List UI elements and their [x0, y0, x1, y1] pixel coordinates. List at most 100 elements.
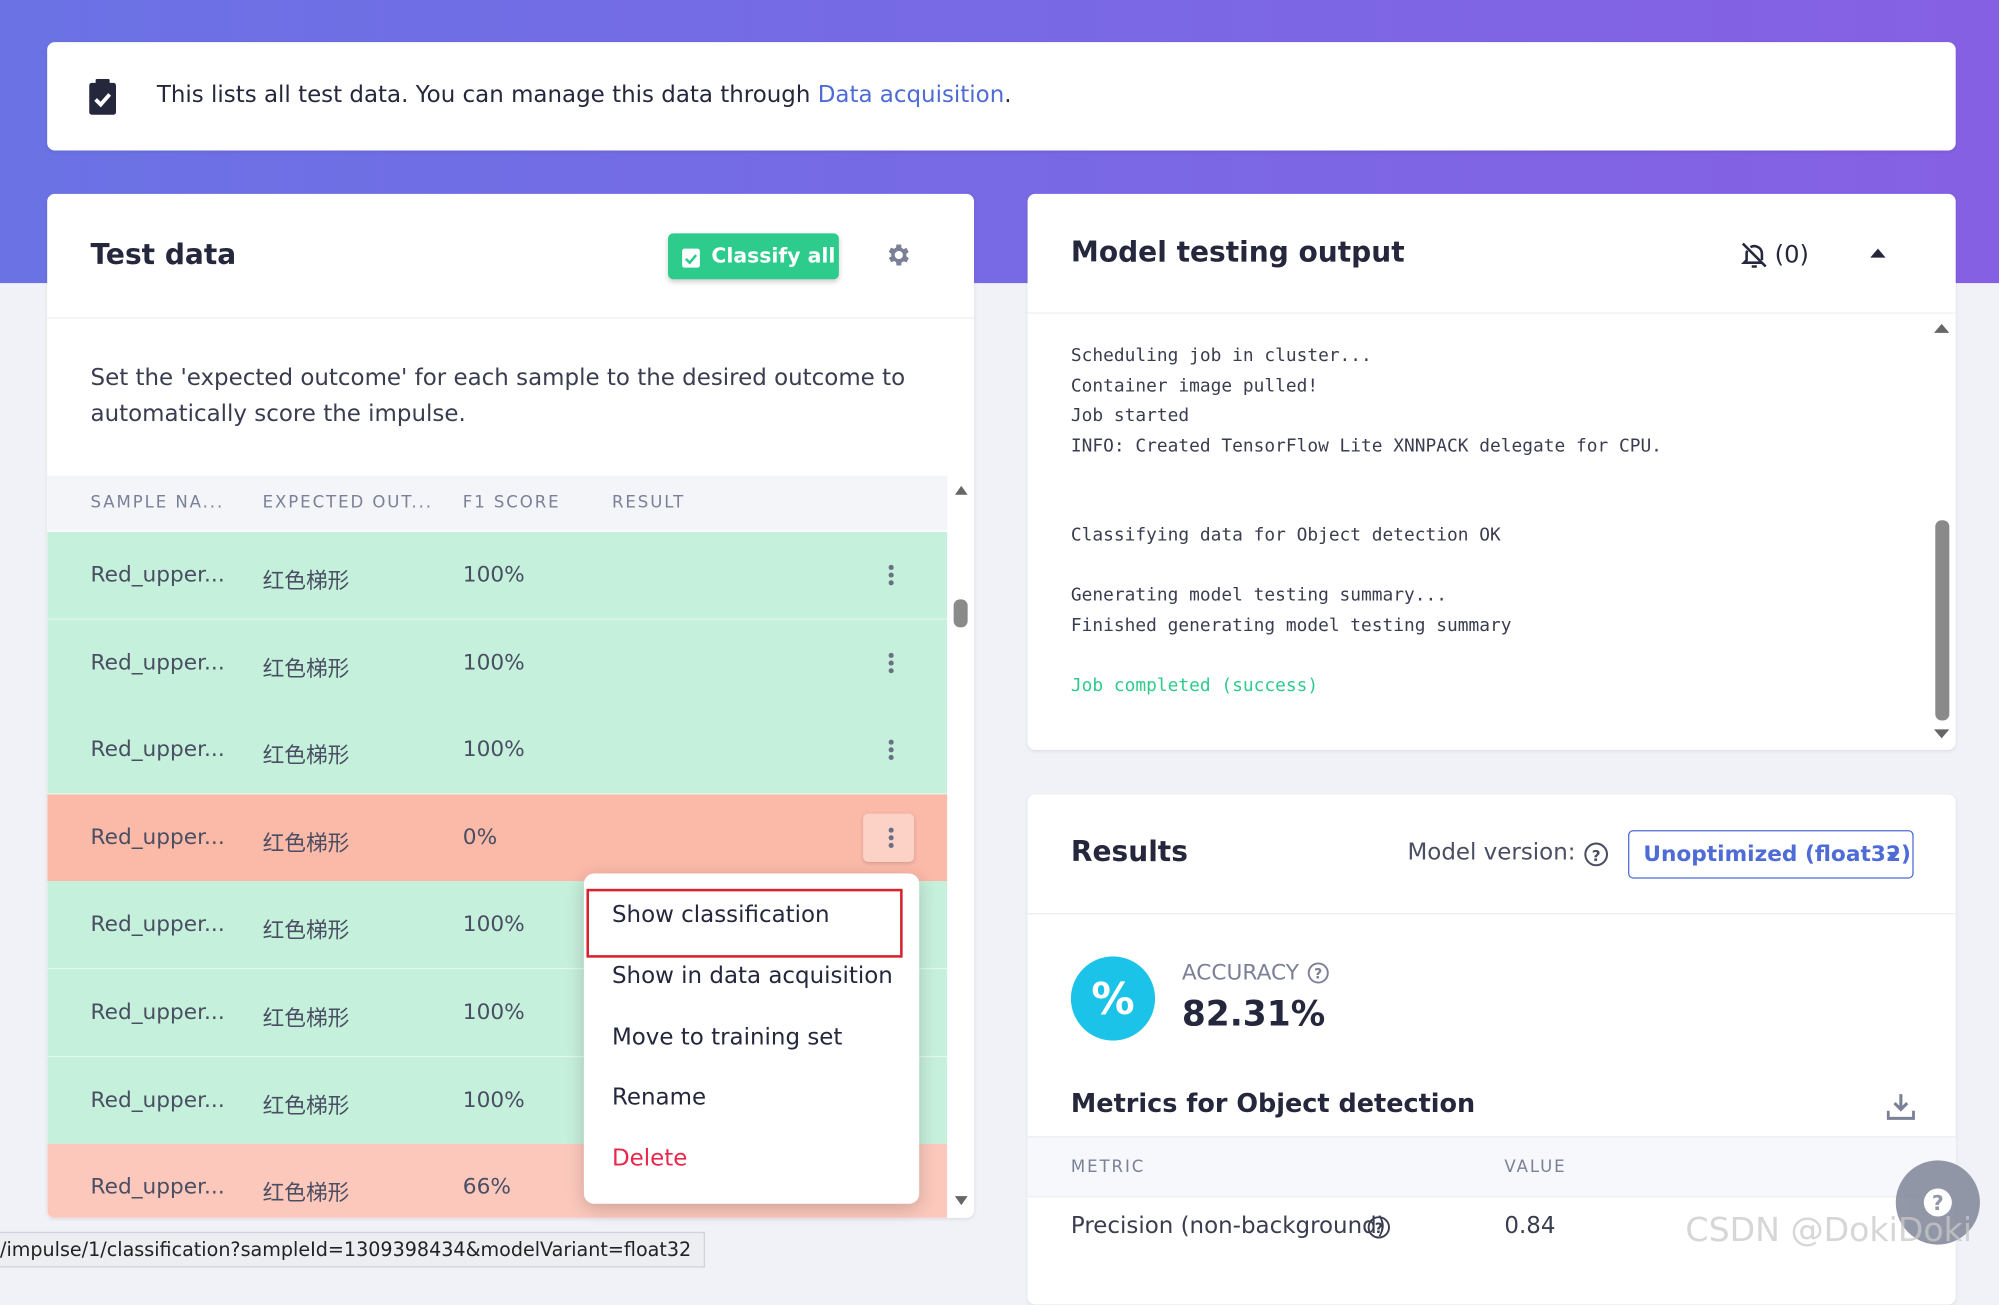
cell: Red_upper... — [90, 562, 225, 588]
cell: 红色梯形 — [262, 831, 350, 857]
menu-item[interactable]: Delete — [611, 1145, 688, 1173]
cell: 红色梯形 — [262, 1181, 350, 1207]
svg-text:?: ? — [1932, 1191, 1944, 1215]
card-title: Results — [1070, 836, 1188, 869]
cell: 红色梯形 — [262, 656, 350, 682]
cell: Red_upper... — [90, 912, 225, 938]
bell-off-icon[interactable] — [1739, 240, 1770, 271]
cell: 100% — [462, 737, 525, 763]
menu-item[interactable]: Move to training set — [611, 1023, 843, 1051]
row-menu-button[interactable] — [863, 726, 914, 774]
help-icon[interactable]: ? — [1583, 842, 1609, 868]
row-menu-button[interactable] — [863, 813, 915, 862]
log-line: Container image pulled! — [1070, 375, 1319, 396]
help-icon[interactable]: ? — [1367, 1215, 1391, 1239]
table-row[interactable]: Red_upper... 红色梯形 100% — [47, 706, 948, 795]
help-icon: ? — [1923, 1188, 1952, 1217]
metrics-title: Metrics for Object detection — [1070, 1087, 1476, 1119]
download-icon[interactable] — [1886, 1093, 1915, 1121]
accuracy-icon: % — [1070, 956, 1156, 1041]
banner-text-end: . — [1004, 81, 1012, 109]
card-title: Test data — [90, 239, 237, 272]
watermark: CSDN @DokiDoki — [1685, 1211, 1973, 1250]
log-line: Scheduling job in cluster... — [1070, 345, 1372, 366]
column-header: VALUE — [1504, 1157, 1567, 1178]
log-line: Generating model testing summary... — [1070, 585, 1448, 606]
cell: Red_upper... — [90, 824, 225, 851]
accuracy-label: ACCURACY — [1181, 960, 1300, 986]
cell: Red_upper... — [90, 737, 225, 763]
dots-icon — [888, 827, 894, 848]
scrollbar[interactable] — [951, 479, 971, 1217]
log-line: Finished generating model testing summar… — [1070, 615, 1512, 636]
log-line: Job completed (success) — [1070, 675, 1319, 696]
model-version-select[interactable]: Unoptimized (float32) — [1628, 830, 1914, 879]
cell: 红色梯形 — [262, 918, 350, 945]
table-row[interactable]: Red_upper... 红色梯形 100% — [47, 531, 948, 620]
cell: 红色梯形 — [262, 1093, 350, 1120]
help-button[interactable]: ? — [1895, 1160, 1980, 1245]
svg-text:?: ? — [1314, 967, 1322, 983]
cell: Red_upper... — [90, 1087, 225, 1113]
table-header: SAMPLE NA... EXPECTED OUT... F1 SCORE RESUL… — [47, 475, 948, 531]
divider — [1027, 913, 1956, 915]
metric-name: Precision (non-background) — [1070, 1212, 1386, 1240]
log-line: Job started — [1070, 405, 1190, 426]
menu-item[interactable]: Show classification — [611, 901, 830, 929]
cell: Red_upper... — [90, 649, 225, 676]
banner-text: This lists all test data. You can manage… — [157, 82, 1012, 109]
svg-text:?: ? — [1592, 847, 1601, 865]
collapse-icon[interactable] — [1869, 247, 1887, 260]
model-version-value: Unoptimized (float32) — [1643, 841, 1911, 868]
caret — [1886, 851, 1900, 860]
description: Set the 'expected outcome' for each samp… — [90, 364, 906, 428]
divider — [47, 317, 975, 319]
clipboard-icon — [89, 79, 117, 115]
menu-item[interactable]: Rename — [611, 1084, 707, 1112]
cell: Red_upper... — [90, 1174, 225, 1201]
settings-icon[interactable] — [885, 241, 913, 269]
cell: 66% — [462, 1174, 511, 1201]
svg-text:%: % — [1091, 975, 1134, 1025]
cell: 100% — [462, 649, 525, 676]
button-label: Classify all — [711, 243, 836, 268]
card-title: Model testing output — [1070, 237, 1405, 270]
row-menu-button[interactable] — [863, 551, 914, 599]
row-menu-button[interactable] — [863, 638, 914, 686]
context-menu: Show classification Show in data acquisit… — [583, 873, 920, 1204]
log-line: INFO: Created TensorFlow Lite XNNPACK de… — [1070, 435, 1662, 456]
accuracy-value: 82.31% — [1181, 994, 1326, 1035]
highlight-box — [586, 888, 903, 958]
banner-text-main: This lists all test data. You can manage… — [156, 81, 818, 109]
table-row[interactable]: Red_upper... 红色梯形 0% — [47, 794, 948, 883]
cell: 100% — [462, 912, 525, 938]
button-icon — [682, 248, 700, 268]
cell: 0% — [462, 824, 498, 851]
model-output-card: Model testing output (0) Scheduling job … — [1027, 193, 1956, 750]
dots-icon — [888, 564, 894, 586]
column-header: SAMPLE NA... — [90, 493, 225, 513]
cell: 红色梯形 — [262, 1006, 350, 1032]
dots-icon — [888, 652, 894, 673]
menu-item[interactable]: Show in data acquisition — [611, 962, 893, 990]
results-card: Results Model version: ? Unoptimized (fl… — [1027, 794, 1956, 1305]
cell: 100% — [462, 1087, 525, 1113]
info-banner: This lists all test data. You can manage… — [47, 42, 1956, 151]
column-header: METRIC — [1070, 1157, 1146, 1178]
scrollbar[interactable] — [1931, 318, 1951, 746]
cell: 100% — [462, 999, 525, 1026]
column-header: EXPECTED OUT... — [262, 493, 433, 513]
model-version-label: Model version: — [1407, 839, 1576, 866]
table-row[interactable]: Red_upper... 红色梯形 100% — [47, 619, 948, 708]
log-line: Classifying data for Object detection OK — [1070, 525, 1501, 546]
classify-all-button[interactable]: Classify all — [668, 233, 839, 280]
dots-icon — [888, 739, 894, 761]
cell: Red_upper... — [90, 999, 225, 1026]
cell: 100% — [462, 562, 525, 588]
banner-link[interactable]: Data acquisition — [817, 81, 1005, 109]
column-header: F1 SCORE — [462, 493, 561, 513]
help-icon[interactable]: ? — [1307, 962, 1330, 985]
column-header: RESULT — [611, 493, 686, 513]
